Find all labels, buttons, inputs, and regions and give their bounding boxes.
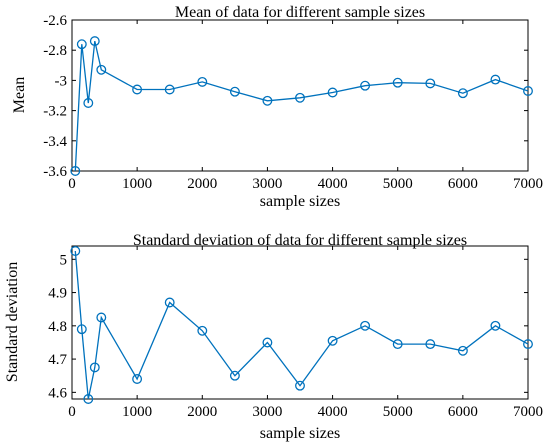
mean-x-tick-label: 2000 [187,176,217,192]
std-y-tick-label: 4.6 [48,385,67,401]
std-y-axis-label: Standard deviation [4,262,21,382]
std-x-tick-label: 2000 [187,404,217,420]
mean-series-line [74,40,529,172]
mean-y-tick-label: -3.2 [43,104,67,120]
mean-x-tick-label: 7000 [513,176,543,192]
std-y-tick-label: 5 [60,252,68,268]
mean-data-point [229,86,240,97]
mean-y-tick-label: -2.6 [43,13,67,29]
std-x-tick-label: 1000 [122,404,152,420]
std-x-tick-label: 7000 [513,404,543,420]
mean-data-point [197,76,208,87]
mean-y-tick-label: -3 [55,73,68,89]
mean-data-point [164,84,175,95]
std-data-point [457,345,468,356]
std-y-tick-label: 4.8 [48,319,67,335]
std-y-tick-label: 4.9 [48,286,67,302]
mean-data-point [76,39,87,50]
std-x-tick-label: 5000 [383,404,413,420]
mean-x-tick-label: 1000 [122,176,152,192]
mean-panel: Mean of data for different sample sizes … [11,4,543,210]
std-x-tick-label: 4000 [318,404,348,420]
mean-data-point [295,92,305,103]
mean-data-point [327,87,338,98]
std-data-point [164,297,175,308]
mean-data-point [523,86,533,96]
std-data-point [70,246,81,256]
std-axis-ticks: 0 1000 2000 3000 4000 5000 6000 7000 4.6 4.7 4.8 4.… [48,246,543,420]
mean-axis-ticks: 0 1000 2000 3000 4000 5000 6000 7000 -3.6 -3.4 -3.… [43,13,543,192]
mean-data-point [490,74,501,85]
mean-y-tick-label: -3.6 [43,164,67,180]
std-data-point [490,320,501,331]
mean-data-point [70,166,81,176]
std-data-point [295,380,305,391]
std-series-line [74,250,529,400]
mean-y-axis-label: Mean [11,77,28,113]
std-x-tick-label: 6000 [448,404,478,420]
mean-data-point [425,78,436,89]
std-data-point [89,362,100,373]
std-data-point [132,374,143,384]
mean-x-tick-label: 5000 [383,176,413,192]
std-x-axis-label: sample sizes [260,425,340,442]
std-chart-title: Standard deviation of data for different… [133,232,467,249]
mean-data-point [83,98,94,108]
std-panel: Standard deviation of data for different… [4,232,543,442]
mean-y-tick-label: -3.4 [43,134,67,150]
std-data-point [83,394,94,404]
std-plot-area [71,245,529,400]
mean-data-point [360,80,371,91]
std-data-point [197,325,208,336]
mean-series [70,36,533,176]
std-x-tick-label: 0 [68,404,76,420]
mean-data-point [262,95,273,106]
mean-y-tick-label: -2.8 [43,43,67,59]
mean-data-point [89,36,100,47]
std-data-point [360,320,371,331]
std-data-point [229,370,240,381]
mean-data-point [457,88,468,99]
mean-x-tick-label: 3000 [252,176,282,192]
mean-x-tick-label: 4000 [318,176,348,192]
std-data-point [327,335,338,346]
mean-x-tick-label: 6000 [448,176,478,192]
std-series [70,246,533,404]
mean-data-point [392,77,403,88]
std-data-point [262,337,273,348]
mean-x-tick-label: 0 [68,176,76,192]
std-data-point [425,339,436,350]
std-data-point [76,324,87,335]
std-data-point [392,339,403,350]
mean-x-axis-label: sample sizes [260,193,340,210]
std-data-point [523,339,533,350]
mean-data-point [132,84,143,95]
mean-chart-title: Mean of data for different sample sizes [175,4,425,21]
mean-data-point [96,64,107,75]
std-x-tick-label: 3000 [252,404,282,420]
std-data-point [96,312,107,323]
std-y-tick-label: 4.7 [48,352,67,368]
